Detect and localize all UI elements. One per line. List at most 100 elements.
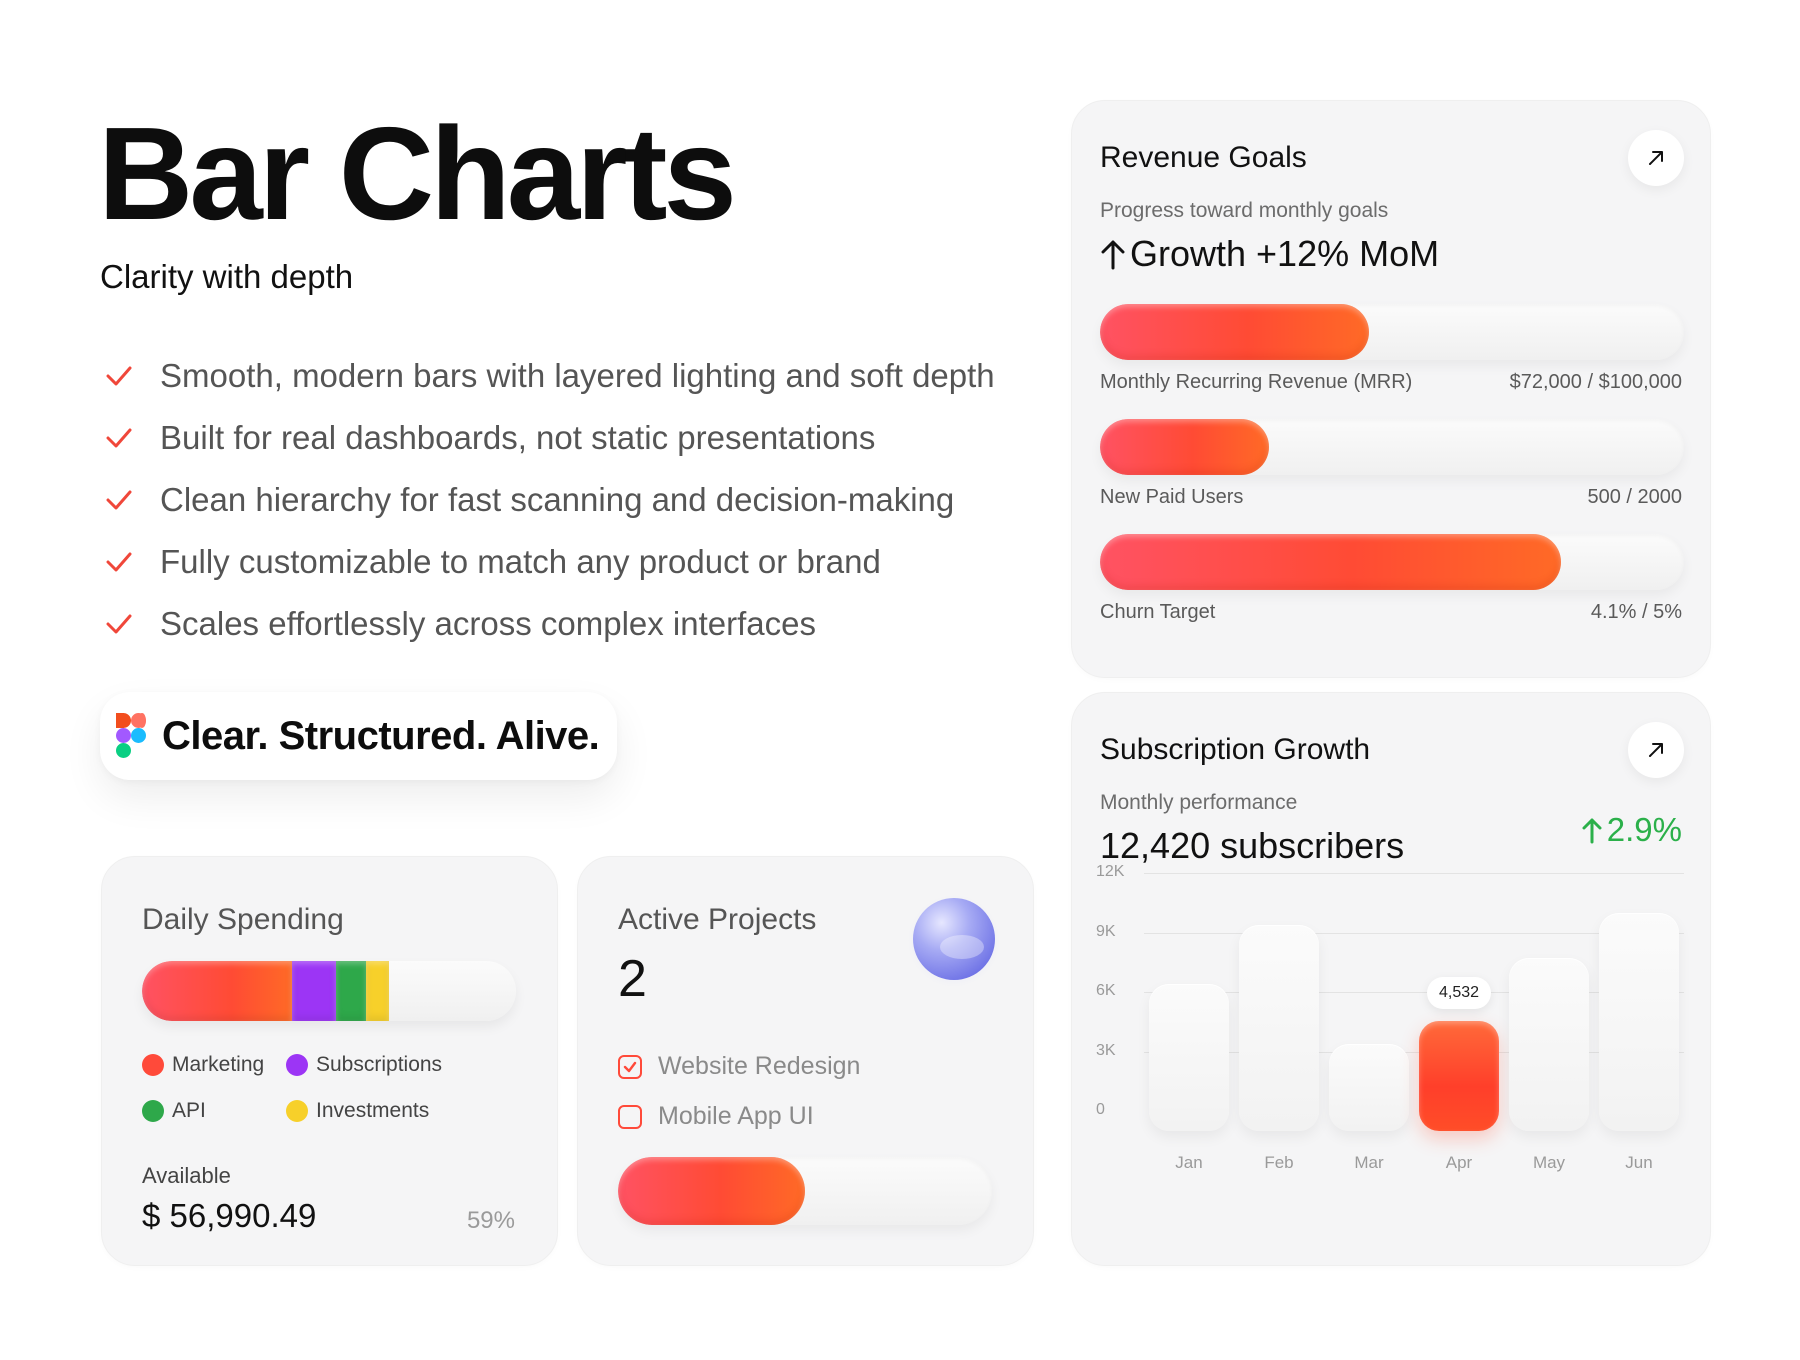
y-tick-label: 0 [1096, 1101, 1105, 1118]
change-indicator: 2.9% [1581, 811, 1682, 849]
feature-item: Smooth, modern bars with layered lightin… [104, 345, 995, 407]
legend-label: Subscriptions [316, 1053, 443, 1076]
bar-jun[interactable] [1599, 912, 1679, 1131]
subscriptions-dot-icon [286, 1054, 308, 1076]
check-icon [106, 366, 132, 386]
goal-label: Churn Target [1100, 601, 1216, 623]
goal-fill-churn [1100, 534, 1562, 590]
x-tick-label: Jun [1625, 1153, 1653, 1172]
arrow-up-icon [1582, 818, 1602, 844]
arrow-up-right-icon [1649, 151, 1663, 165]
card-title: Revenue Goals [1100, 141, 1307, 174]
subscriber-count: 12,420 subscribers [1100, 825, 1405, 866]
x-tick-label: May [1532, 1153, 1566, 1172]
spending-bar [142, 961, 516, 1021]
figma-logo-icon [116, 713, 146, 758]
goal-fill-users [1100, 419, 1270, 475]
marketing-dot-icon [142, 1054, 164, 1076]
api-dot-icon [142, 1100, 164, 1122]
feature-item: Clean hierarchy for fast scanning and de… [104, 469, 995, 531]
feature-item: Fully customizable to match any product … [104, 531, 995, 593]
legend-subscriptions: Subscriptions [286, 1053, 442, 1077]
available-value: $ 56,990.49 [142, 1197, 317, 1234]
grid-line [1144, 1051, 1684, 1053]
grid-line [1144, 873, 1684, 874]
x-tick-label: Feb [1264, 1153, 1294, 1172]
spending-segment-marketing [142, 961, 292, 1021]
goal-fill-mrr [1100, 304, 1369, 360]
feature-list: Smooth, modern bars with layered lightin… [104, 345, 995, 655]
arrow-up-icon [1101, 240, 1125, 270]
y-tick-label: 12K [1096, 863, 1125, 880]
card-title: Active Projects [618, 903, 817, 936]
project-count: 2 [618, 950, 647, 1008]
page-title: Bar Charts [98, 100, 737, 247]
feature-item: Scales effortlessly across complex inter… [104, 593, 995, 655]
spending-segment-investments [366, 961, 389, 1021]
feature-text: Clean hierarchy for fast scanning and de… [160, 481, 955, 518]
sphere-icon [908, 895, 1000, 987]
feature-text: Built for real dashboards, not static pr… [160, 419, 876, 456]
grid-line [1144, 932, 1684, 934]
bar-value-label: 4,532 [1427, 977, 1492, 1010]
legend-api: API [142, 1099, 206, 1123]
page-subtitle: Clarity with depth [100, 258, 354, 295]
legend-label: Marketing [172, 1053, 265, 1076]
legend-label: Investments [316, 1099, 430, 1122]
check-icon [106, 614, 132, 634]
change-text: 2.9% [1606, 811, 1682, 848]
daily-spending-card: Daily Spending Marketing Subscriptions A… [101, 856, 558, 1266]
tagline-text: Clear. Structured. Alive. [162, 713, 600, 758]
expand-button[interactable] [1628, 722, 1684, 778]
goal-value: $72,000 / $100,000 [1509, 371, 1682, 393]
checkbox-checked-icon[interactable] [618, 1054, 642, 1079]
expand-button[interactable] [1628, 130, 1684, 186]
y-tick-label: 6K [1096, 982, 1116, 999]
growth-text: Growth +12% MoM [1130, 233, 1440, 274]
tagline-pill: Clear. Structured. Alive. [100, 692, 618, 780]
card-subtitle: Progress toward monthly goals [1100, 199, 1389, 222]
feature-text: Smooth, modern bars with layered lightin… [160, 357, 995, 394]
goal-track-churn [1100, 534, 1684, 590]
goal-label: New Paid Users [1100, 486, 1244, 508]
bar-feb[interactable] [1239, 924, 1319, 1131]
active-projects-card: Active Projects 2 Website Redesign Mobil… [577, 856, 1034, 1266]
available-label: Available [142, 1163, 231, 1188]
feature-item: Built for real dashboards, not static pr… [104, 407, 995, 469]
arrow-up-right-icon [1649, 743, 1663, 757]
available-percent: 59% [466, 1207, 515, 1234]
check-icon [106, 428, 132, 448]
task-website-redesign[interactable]: Website Redesign [618, 1052, 860, 1081]
growth-line: Growth +12% MoM [1100, 233, 1439, 275]
subscription-growth-card: Subscription Growth Monthly performance … [1071, 692, 1711, 1266]
check-icon [106, 490, 132, 510]
goal-value: 500 / 2000 [1587, 486, 1682, 508]
project-progress-bar [618, 1157, 992, 1225]
legend-label: API [172, 1099, 206, 1122]
goal-track-users [1100, 419, 1684, 475]
grid-line [1144, 992, 1684, 993]
feature-text: Scales effortlessly across complex inter… [160, 605, 816, 642]
project-progress-fill [618, 1157, 805, 1225]
goal-track-mrr [1100, 304, 1684, 360]
feature-text: Fully customizable to match any product … [160, 543, 881, 580]
spending-segment-api [336, 961, 367, 1021]
bar-may[interactable] [1509, 958, 1589, 1131]
x-tick-label: Apr [1445, 1153, 1473, 1172]
card-subtitle: Monthly performance [1100, 791, 1298, 814]
investments-dot-icon [286, 1100, 308, 1122]
checkbox-empty-icon[interactable] [618, 1104, 642, 1129]
x-tick-label: Mar [1354, 1153, 1384, 1172]
task-label: Website Redesign [658, 1052, 861, 1080]
legend-marketing: Marketing [142, 1053, 264, 1077]
task-label: Mobile App UI [658, 1102, 814, 1130]
card-title: Daily Spending [142, 903, 344, 936]
goal-label: Monthly Recurring Revenue (MRR) [1100, 371, 1413, 393]
bar-mar[interactable] [1329, 1043, 1409, 1131]
goal-value: 4.1% / 5% [1590, 601, 1682, 623]
x-tick-label: Jan [1175, 1153, 1203, 1172]
bar-jan[interactable] [1149, 984, 1229, 1131]
bar-apr[interactable] [1419, 1021, 1499, 1131]
card-title: Subscription Growth [1100, 733, 1371, 766]
task-mobile-app-ui[interactable]: Mobile App UI [618, 1102, 814, 1131]
